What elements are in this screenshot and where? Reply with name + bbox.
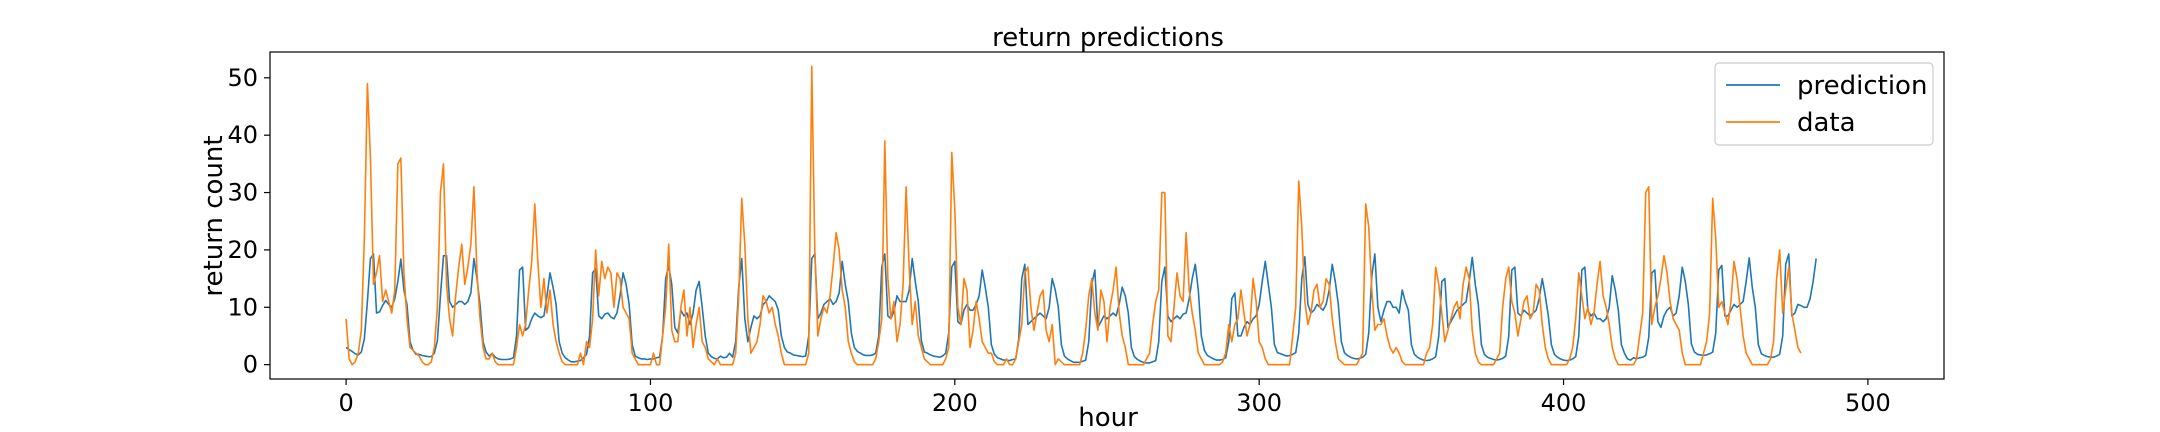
- y-tick-label: 10: [227, 293, 258, 321]
- y-axis: 0 10 20 30 40 50: [227, 64, 270, 379]
- chart-title: return predictions: [992, 23, 1224, 53]
- legend-label-data: data: [1797, 108, 1856, 138]
- plot-lines: [345, 65, 1817, 366]
- x-tick-label: 0: [338, 389, 353, 417]
- legend-label-prediction: prediction: [1797, 71, 1927, 101]
- x-tick-label: 300: [1236, 389, 1282, 417]
- legend-box: [1714, 62, 1934, 146]
- series-line-data: [345, 65, 1802, 366]
- x-axis: 0 100 200 300 400 500: [338, 379, 1891, 417]
- y-tick-label: 0: [243, 351, 258, 379]
- x-tick-label: 100: [628, 389, 674, 417]
- y-tick-label: 40: [227, 121, 258, 149]
- y-tick-label: 30: [227, 179, 258, 207]
- x-tick-label: 400: [1541, 389, 1587, 417]
- x-tick-label: 200: [932, 389, 978, 417]
- plot-frame: [269, 51, 1945, 380]
- x-axis-label: hour: [1078, 403, 1138, 432]
- y-tick-label: 20: [227, 236, 258, 264]
- legend: prediction data: [1714, 62, 1934, 146]
- y-tick-label: 50: [227, 64, 258, 92]
- y-axis-label: return count: [199, 135, 229, 296]
- x-tick-label: 500: [1845, 389, 1891, 417]
